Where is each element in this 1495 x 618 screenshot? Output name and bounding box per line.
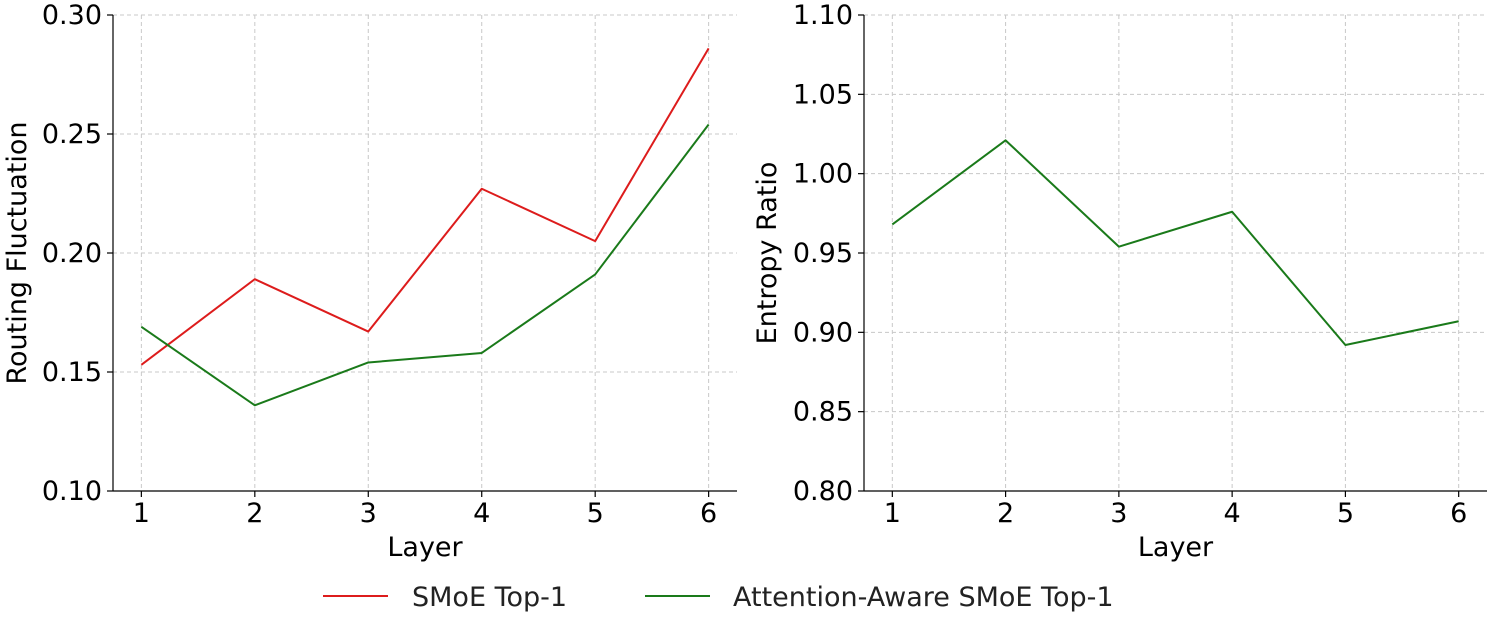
y-tick-label-4: 0.30 bbox=[42, 0, 102, 31]
entropy-ratio-chart: 0.80 0.85 0.90 0.95 1.00 1.05 1.10 1 2 3 4 5 6 Layer E… bbox=[752, 0, 1487, 563]
x-tick-label-3: 4 bbox=[1224, 498, 1241, 529]
y-tick-label-0: 0.10 bbox=[42, 476, 102, 507]
y-tick-label-2: 0.20 bbox=[42, 238, 102, 269]
x-tick-label-2: 3 bbox=[1110, 498, 1127, 529]
series-line-smoe-top-1 bbox=[140, 47, 710, 366]
legend-label-attention-aware-smoe-top1: Attention-Aware SMoE Top-1 bbox=[733, 582, 1114, 613]
x-tick-label-0: 1 bbox=[884, 498, 901, 529]
y-axis-label: Entropy Ratio bbox=[752, 162, 783, 345]
x-tick-label-0: 1 bbox=[133, 498, 150, 529]
x-tick-label-5: 6 bbox=[700, 498, 717, 529]
y-tick-label-4: 1.00 bbox=[793, 159, 853, 190]
x-tick-label-4: 5 bbox=[587, 498, 604, 529]
x-tick-label-3: 4 bbox=[473, 498, 490, 529]
y-tick-label-6: 1.10 bbox=[793, 0, 853, 31]
legend-label-smoe-top1: SMoE Top-1 bbox=[412, 582, 567, 613]
y-tick-label-3: 0.25 bbox=[42, 119, 102, 150]
y-tick-label-2: 0.90 bbox=[793, 317, 853, 348]
routing-fluctuation-chart: 0.10 0.15 0.20 0.25 0.30 1 2 3 4 5 6 Layer Routing F… bbox=[2, 0, 737, 563]
y-tick-label-3: 0.95 bbox=[793, 238, 853, 269]
x-tick-label-5: 6 bbox=[1450, 498, 1467, 529]
x-axis-label: Layer bbox=[1138, 532, 1214, 563]
x-tick-label-4: 5 bbox=[1337, 498, 1354, 529]
y-tick-label-0: 0.80 bbox=[793, 476, 853, 507]
x-tick-label-2: 3 bbox=[360, 498, 377, 529]
x-tick-label-1: 2 bbox=[246, 498, 263, 529]
y-tick-label-1: 0.85 bbox=[793, 397, 853, 428]
series-line-attention-aware-smoe-top-1 bbox=[140, 123, 710, 407]
x-tick-label-1: 2 bbox=[997, 498, 1014, 529]
y-tick-label-1: 0.15 bbox=[42, 357, 102, 388]
y-tick-label-5: 1.05 bbox=[793, 79, 853, 110]
x-axis-label: Layer bbox=[387, 532, 463, 563]
y-axis-label: Routing Fluctuation bbox=[2, 121, 33, 384]
legend: SMoE Top-1 Attention-Aware SMoE Top-1 bbox=[323, 582, 1114, 613]
series-line-series-0 bbox=[891, 139, 1459, 347]
